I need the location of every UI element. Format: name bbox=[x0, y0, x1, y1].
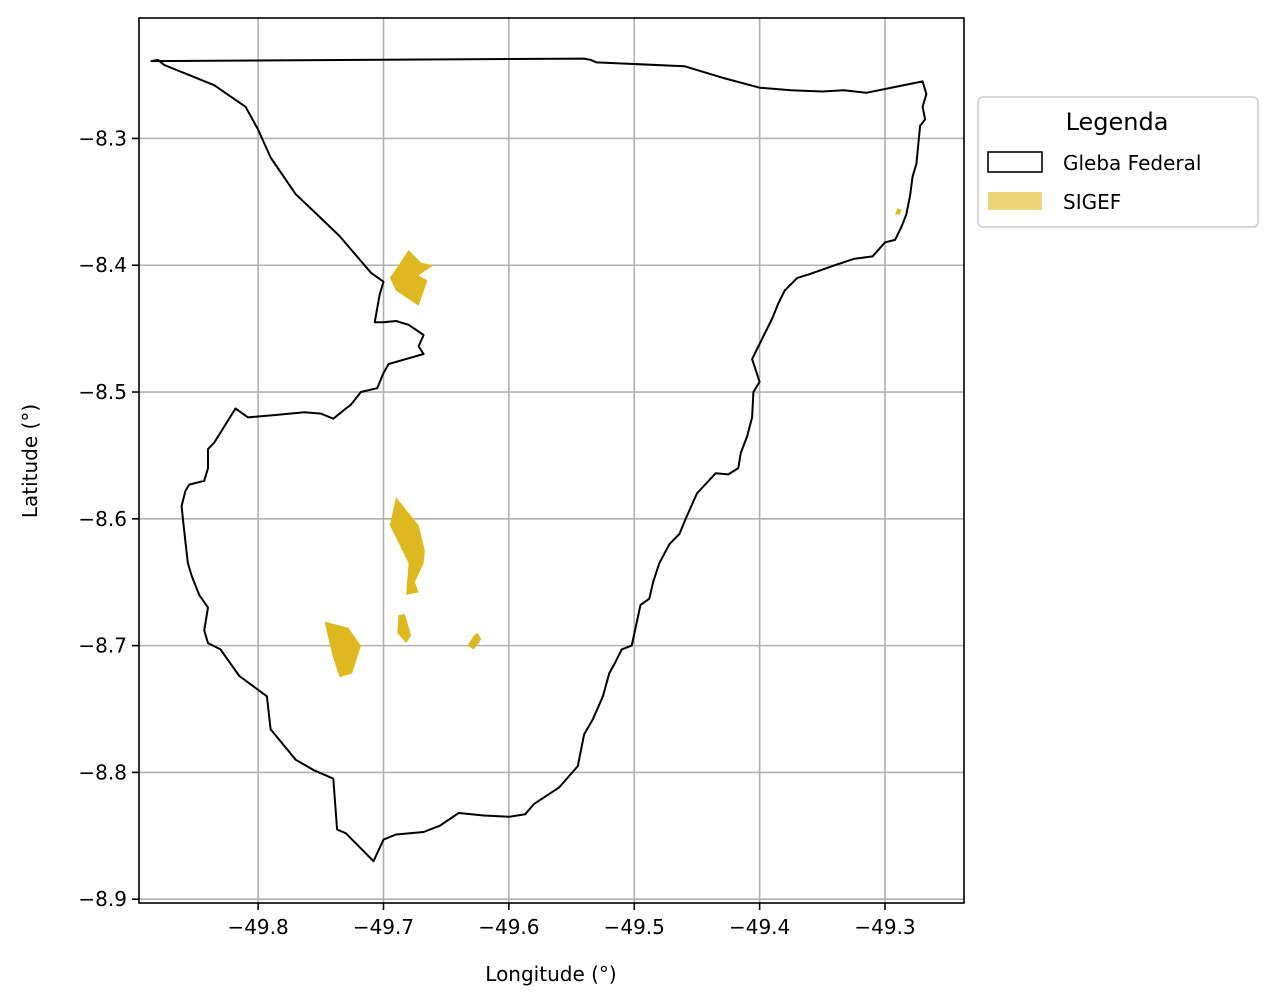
y-axis-label: Latitude (°) bbox=[18, 404, 42, 518]
legend-label-sigef: SIGEF bbox=[1063, 190, 1121, 214]
sigef-polygon bbox=[397, 613, 412, 644]
y-tick-label: −8.7 bbox=[78, 634, 127, 658]
y-tick-label: −8.5 bbox=[78, 380, 127, 404]
legend-box bbox=[977, 96, 1259, 228]
y-tick-label: −8.6 bbox=[78, 507, 127, 531]
y-tick-label: −8.3 bbox=[78, 126, 127, 150]
sigef-polygon bbox=[467, 632, 482, 650]
legend-swatch-gleba-federal bbox=[987, 151, 1043, 173]
axis-ticks: −49.8 −49.7 −49.6 −49.5 −49.4 −49.3 −8.3 −8.4 −8… bbox=[78, 126, 915, 939]
legend: Legenda Gleba Federal SIGEF bbox=[977, 96, 1259, 228]
x-axis-label: Longitude (°) bbox=[485, 962, 616, 986]
x-tick-label: −49.6 bbox=[478, 915, 539, 939]
y-tick-label: −8.8 bbox=[78, 760, 127, 784]
legend-swatch-sigef bbox=[988, 192, 1042, 210]
sigef-polygon bbox=[895, 208, 902, 215]
x-tick-label: −49.7 bbox=[353, 915, 414, 939]
legend-title: Legenda bbox=[1066, 108, 1169, 136]
x-tick-label: −49.4 bbox=[729, 915, 790, 939]
x-tick-label: −49.5 bbox=[604, 915, 665, 939]
x-tick-label: −49.8 bbox=[227, 915, 288, 939]
legend-label-gleba-federal: Gleba Federal bbox=[1063, 151, 1201, 175]
y-tick-label: −8.9 bbox=[78, 887, 127, 911]
gridlines bbox=[139, 18, 964, 903]
map-layers bbox=[150, 57, 928, 863]
gleba-federal-polygon bbox=[150, 57, 928, 863]
x-tick-label: −49.3 bbox=[854, 915, 915, 939]
sigef-polygon bbox=[324, 621, 361, 678]
y-tick-label: −8.4 bbox=[78, 253, 127, 277]
sigef-polygon bbox=[389, 497, 425, 595]
sigef-polygon bbox=[389, 250, 434, 306]
plot-frame bbox=[138, 17, 965, 904]
